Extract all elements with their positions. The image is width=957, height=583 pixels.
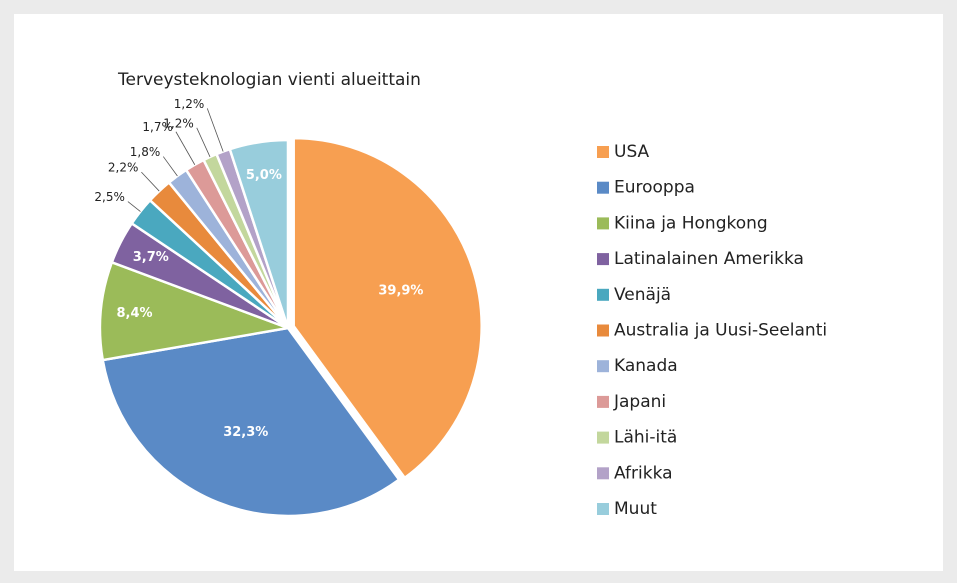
legend-swatch [597,288,609,301]
slice-label: 1,2% [163,116,194,130]
legend-swatch [597,253,609,266]
leader-line [196,127,211,158]
legend-label: Australia ja Uusi-Seelanti [614,321,827,341]
legend-label: Venäjä [614,285,671,305]
legend-swatch [597,324,609,337]
slice-label: 1,7% [142,120,173,134]
legend-label: Eurooppa [614,178,695,198]
legend-label: Kanada [614,356,678,376]
leader-line [141,171,160,192]
legend-label: Kiina ja Hongkong [614,213,768,233]
slice-label: 5,0% [246,168,282,183]
legend-swatch [597,431,609,444]
legend-label: Lähi-itä [614,428,677,448]
legend-label: USA [614,142,650,162]
pie-slice [98,260,293,362]
legend-swatch [597,503,609,515]
pie-slice [292,136,483,480]
leader-line [206,108,224,152]
leader-line [127,201,141,212]
slice-label: 1,8% [130,145,161,159]
legend-swatch [597,146,609,158]
legend-label: Afrikka [614,463,673,483]
slice-label: 3,7% [133,250,169,265]
slice-label: 1,2% [174,97,205,111]
legend-label: Japani [613,392,666,412]
legend-swatch [597,181,609,194]
slice-label: 2,5% [94,190,125,204]
slice-label: 32,3% [223,425,268,440]
legend-label: Latinalainen Amerikka [614,249,804,269]
legend-label: Muut [614,499,657,519]
legend-swatch [597,467,609,480]
leader-line [162,156,178,177]
pie-slice [101,326,401,518]
slice-label: 8,4% [116,306,152,321]
leader-line [175,131,196,165]
chart-title: Terveysteknologian vienti alueittain [117,70,421,90]
legend-swatch [597,360,609,373]
legend-swatch [597,395,609,408]
slice-label: 39,9% [378,284,423,299]
slice-label: 2,2% [108,161,139,175]
legend-swatch [597,217,609,230]
pie-slice [228,138,290,329]
